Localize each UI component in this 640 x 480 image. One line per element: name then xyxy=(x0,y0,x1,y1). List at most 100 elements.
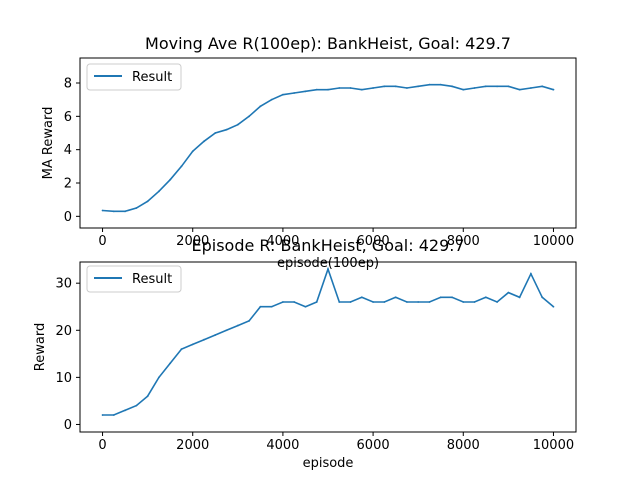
data-point xyxy=(518,296,521,299)
data-point xyxy=(552,88,555,91)
plot-frame xyxy=(79,261,577,433)
data-point xyxy=(417,301,420,303)
data-point xyxy=(372,301,374,303)
data-point xyxy=(304,305,307,308)
data-point xyxy=(428,83,431,86)
data-point xyxy=(473,301,476,303)
y-axis-label: MA Reward xyxy=(41,107,56,180)
data-point xyxy=(225,128,228,131)
chart-title: Episode R: BankHeist, Goal: 429.7 xyxy=(191,236,464,255)
data-point xyxy=(203,140,205,143)
data-point xyxy=(146,200,149,203)
data-point xyxy=(248,115,250,118)
series-layer xyxy=(101,83,555,213)
data-point xyxy=(541,296,544,299)
x-tick-label: 4000 xyxy=(266,234,299,249)
data-point xyxy=(191,150,194,153)
x-tick-label: 0 xyxy=(98,438,106,453)
x-tick-label: 6000 xyxy=(357,234,390,249)
data-point xyxy=(293,92,296,94)
data-point xyxy=(518,88,521,91)
legend: Result xyxy=(86,63,182,91)
data-point xyxy=(439,296,442,299)
y-tick-layer: 0 2 4 6 8 xyxy=(64,77,80,225)
data-point xyxy=(135,404,138,407)
data-point xyxy=(417,85,420,88)
data-point xyxy=(282,301,284,303)
y-axis-label: Reward xyxy=(33,323,48,371)
data-point xyxy=(101,209,104,212)
data-point xyxy=(406,87,408,89)
data-point xyxy=(124,409,126,412)
data-point xyxy=(406,301,408,303)
data-point xyxy=(315,88,318,91)
data-point xyxy=(383,301,386,303)
data-point xyxy=(112,210,115,213)
data-point xyxy=(451,85,453,88)
data-point xyxy=(338,301,341,303)
data-point xyxy=(473,87,476,89)
data-point xyxy=(158,376,160,379)
y-tick-label: 2 xyxy=(64,177,72,192)
data-point xyxy=(383,85,386,88)
y-tick-label: 0 xyxy=(64,210,72,225)
data-point xyxy=(530,272,532,275)
data-point xyxy=(191,343,194,346)
data-point xyxy=(146,395,149,398)
data-point xyxy=(112,414,115,416)
data-point xyxy=(135,207,138,209)
y-tick-label: 6 xyxy=(64,110,72,125)
data-point xyxy=(180,348,183,351)
data-point xyxy=(101,414,104,416)
x-tick-layer: 0 2000 4000 6000 8000 10000 xyxy=(98,228,574,249)
data-point xyxy=(270,98,273,101)
data-point xyxy=(507,85,510,88)
data-point xyxy=(349,87,352,89)
x-tick-label: 2000 xyxy=(176,234,209,249)
y-tick-label: 4 xyxy=(64,143,72,158)
x-tick-label: 10000 xyxy=(533,234,574,249)
data-point xyxy=(530,87,532,89)
data-point xyxy=(360,88,363,91)
data-point xyxy=(462,88,465,91)
data-point xyxy=(169,178,172,181)
data-point xyxy=(225,329,228,332)
y-tick-label: 0 xyxy=(64,418,72,433)
data-point xyxy=(236,324,239,327)
y-tick-label: 20 xyxy=(55,324,72,339)
plot-frame xyxy=(79,57,577,229)
x-tick-label: 4000 xyxy=(266,438,299,453)
legend-label: Result xyxy=(132,272,172,287)
data-point xyxy=(484,85,487,88)
y-tick-label: 30 xyxy=(55,277,72,292)
x-axis-label: episode xyxy=(303,456,354,471)
data-point xyxy=(372,87,374,89)
x-tick-label: 0 xyxy=(98,234,106,249)
data-point xyxy=(124,210,126,213)
data-point xyxy=(304,90,307,93)
data-point xyxy=(282,93,284,96)
data-point xyxy=(327,88,329,91)
episode-reward-chart: Episode R: BankHeist, Goal: 429.7 0 2000 4… xyxy=(33,236,577,471)
data-point xyxy=(462,301,465,303)
data-point xyxy=(259,305,262,308)
x-tick-label: 8000 xyxy=(447,438,480,453)
x-tick-label: 8000 xyxy=(447,234,480,249)
series-line xyxy=(102,83,554,213)
data-point xyxy=(214,334,217,336)
x-tick-label: 6000 xyxy=(357,438,390,453)
y-tick-label: 8 xyxy=(64,77,72,92)
y-tick-layer: 0 10 20 30 xyxy=(55,277,80,433)
series-layer xyxy=(101,266,555,416)
legend-box xyxy=(86,63,182,91)
data-point xyxy=(214,132,217,134)
data-point xyxy=(248,319,250,322)
x-tick-layer: 0 2000 4000 6000 8000 10000 xyxy=(98,432,574,453)
data-point xyxy=(428,301,431,303)
y-tick-label: 10 xyxy=(55,371,72,386)
data-point xyxy=(394,296,397,299)
legend: Result xyxy=(86,265,182,293)
data-point xyxy=(439,83,442,86)
data-point xyxy=(169,362,172,365)
data-point xyxy=(451,296,453,299)
